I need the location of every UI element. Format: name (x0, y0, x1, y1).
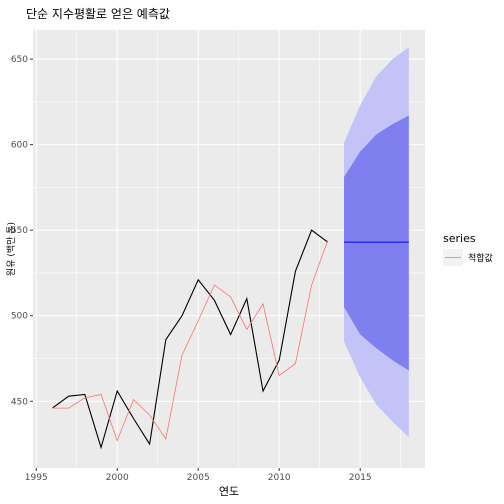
y-axis-title: 원유 (백만 톤) (6, 222, 17, 276)
x-tick-label: 2000 (106, 473, 129, 483)
x-tick-label: 1995 (25, 473, 48, 483)
forecast-band-80 (344, 115, 409, 371)
x-tick-label: 2005 (187, 473, 210, 483)
series-layer (52, 229, 329, 450)
y-tick-label: 550 (11, 226, 28, 236)
x-axis-title: 연도 (219, 485, 239, 498)
y-axis: 450 500 550 600 650 (11, 55, 33, 407)
prediction-interval-80 (344, 115, 409, 371)
y-tick-label: 450 (11, 397, 28, 407)
x-tick-label: 2010 (268, 473, 291, 483)
y-tick-label: 500 (11, 312, 28, 322)
legend-title: series (443, 232, 476, 245)
x-axis: 1995 2000 2005 2010 2015 (25, 468, 372, 483)
legend: series 적합값 (443, 232, 493, 266)
series-line-fitted (52, 240, 329, 442)
chart-title: 단순 지수평활로 얻은 예측값 (26, 7, 170, 21)
y-tick-label: 600 (11, 141, 28, 151)
legend-label: 적합값 (468, 252, 493, 264)
y-tick-label: 650 (11, 55, 28, 65)
series-line-actual (52, 229, 329, 450)
x-tick-label: 2015 (349, 473, 372, 483)
